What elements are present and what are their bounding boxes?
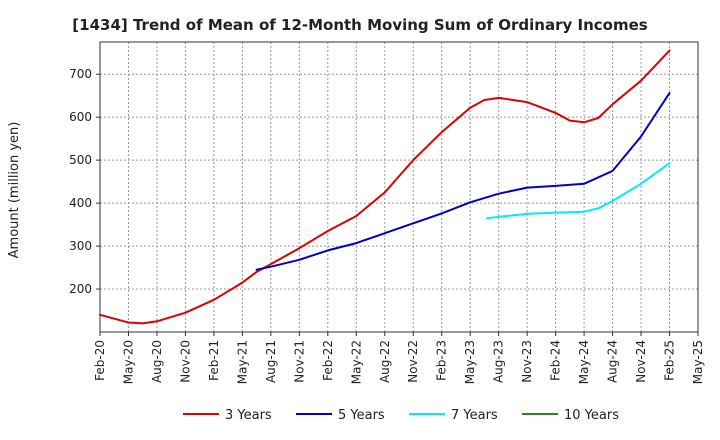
y-tick-label: 500 <box>69 153 92 167</box>
x-tick-label: Aug-20 <box>150 340 164 383</box>
x-tick-label: May-22 <box>349 340 363 384</box>
x-tick-label: May-21 <box>235 340 249 384</box>
x-tick-label: Feb-20 <box>93 340 107 381</box>
grid <box>100 42 698 332</box>
y-axis-title: Amount (million yen) <box>7 122 22 259</box>
x-tick-label: May-24 <box>577 340 591 384</box>
x-tick-label: Feb-21 <box>207 340 221 381</box>
x-tick-label: Feb-23 <box>435 340 449 381</box>
x-tick-label: May-25 <box>691 340 705 384</box>
y-tick-label: 600 <box>69 110 92 124</box>
y-tick-label: 200 <box>69 282 92 296</box>
legend-label-10-years: 10 Years <box>564 408 619 423</box>
x-tick-label: Aug-23 <box>492 340 506 383</box>
chart-title: [1434] Trend of Mean of 12-Month Moving … <box>72 16 648 34</box>
x-tick-label: Feb-25 <box>663 340 677 381</box>
x-tick-label: Nov-23 <box>520 340 534 383</box>
x-tick-label: Aug-21 <box>264 340 278 383</box>
y-tick-label: 300 <box>69 239 92 253</box>
x-tick-label: Aug-24 <box>606 340 620 383</box>
x-tick-label: May-20 <box>121 340 135 384</box>
legend-label-5-years: 5 Years <box>338 408 385 423</box>
y-tick-label: 400 <box>69 196 92 210</box>
x-tick-label: Feb-22 <box>321 340 335 381</box>
x-tick-label: Nov-24 <box>634 340 648 383</box>
x-tick-label: Nov-21 <box>292 340 306 383</box>
x-tick-label: Nov-20 <box>178 340 192 383</box>
series-line-3-years <box>99 49 671 325</box>
series-line-5-years <box>255 92 671 271</box>
legend: 3 Years 5 Years 7 Years 10 Years <box>183 408 619 423</box>
legend-label-3-years: 3 Years <box>225 408 272 423</box>
y-tick-label: 700 <box>69 67 92 81</box>
x-tick-label: May-23 <box>463 340 477 384</box>
x-tick-label: Feb-24 <box>549 340 563 381</box>
legend-label-7-years: 7 Years <box>451 408 498 423</box>
x-axis-ticks: Feb-20 May-20 Aug-20 Nov-20 Feb-21 May-21 Aug-… <box>93 332 705 384</box>
series-line-7-years <box>486 162 671 220</box>
plot-frame <box>99 41 699 333</box>
x-tick-label: Aug-22 <box>378 340 392 383</box>
x-tick-label: Nov-22 <box>406 340 420 383</box>
series-lines <box>99 49 671 325</box>
y-axis-ticks: 200 300 400 500 600 700 <box>69 67 100 296</box>
